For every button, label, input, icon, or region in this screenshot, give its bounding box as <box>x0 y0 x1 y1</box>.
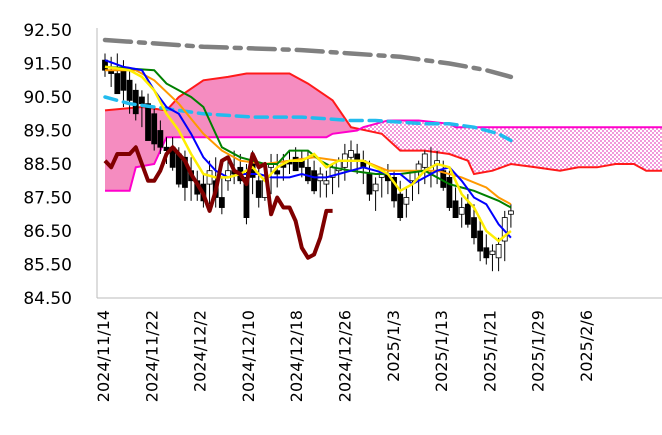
candle-body <box>421 153 428 168</box>
sma-very-long-line <box>102 37 514 80</box>
candle-body <box>397 193 404 218</box>
candle-body <box>182 156 188 188</box>
y-tick-label: 89.50 <box>23 122 72 142</box>
candle-body <box>274 170 281 175</box>
yellow-line <box>104 65 512 243</box>
candle-body <box>145 103 151 141</box>
x-tick-label: 2024/12/2 <box>191 310 210 392</box>
x-tick-label: 2024/12/10 <box>239 310 258 402</box>
candle-body <box>446 176 453 208</box>
y-tick-label: 88.50 <box>23 155 72 175</box>
candle-body <box>495 243 502 259</box>
axes <box>96 28 662 299</box>
y-tick-label: 92.50 <box>23 21 72 41</box>
x-tick-label: 2024/12/18 <box>287 310 306 402</box>
x-tick-label: 2025/1/13 <box>432 310 451 392</box>
x-tick-label: 2025/1/21 <box>480 310 499 392</box>
candle-body <box>391 176 397 202</box>
candle-body <box>292 156 299 172</box>
candle-body <box>507 210 514 215</box>
candle-body <box>323 180 330 185</box>
candle-body <box>403 197 410 205</box>
x-tick-label: 2025/1/29 <box>529 310 548 392</box>
candle-body <box>255 180 262 198</box>
x-tick-label: 2024/12/26 <box>336 310 355 402</box>
candle-body <box>126 79 133 101</box>
candle-body <box>218 197 225 208</box>
sma-short-line <box>105 69 512 206</box>
candle-body <box>157 130 164 148</box>
y-tick-label: 91.50 <box>23 55 72 75</box>
candle-body <box>415 163 422 172</box>
y-tick-label: 84.50 <box>23 289 72 309</box>
candlesticks <box>102 53 514 272</box>
candle-body <box>372 183 379 192</box>
candle-body <box>132 89 139 115</box>
candle-body <box>138 96 145 105</box>
candle-body <box>477 230 484 252</box>
x-tick-label: 2024/11/22 <box>142 310 161 402</box>
candle-body <box>452 200 459 219</box>
indicator-lines <box>102 37 514 260</box>
candle-body <box>305 166 311 182</box>
x-tick-label: 2025/1/3 <box>384 310 403 382</box>
y-tick-labels: 84.50 85.50 86.50 87.50 88.50 89.50 90.50 91.50… <box>23 21 72 309</box>
candle-body <box>151 113 158 145</box>
candle-body <box>114 73 121 95</box>
candle-body <box>458 207 465 215</box>
candle-body <box>471 217 477 239</box>
candle-body <box>311 170 318 192</box>
candle-body <box>348 150 354 158</box>
y-tick-label: 87.50 <box>23 189 72 209</box>
candle-body <box>483 247 490 259</box>
y-tick-label: 90.50 <box>23 88 72 108</box>
candle-body <box>464 203 471 225</box>
candle-body <box>120 69 127 91</box>
x-tick-labels: 2024/11/14 2024/11/22 2024/12/2 2024/12/10 2… <box>94 310 596 402</box>
y-tick-label: 86.50 <box>23 222 72 242</box>
y-tick-label: 85.50 <box>23 256 72 276</box>
candle-body <box>366 173 373 195</box>
cloud-fill-bearish <box>357 120 662 174</box>
chikou-span-line <box>103 145 333 260</box>
sma-long-line <box>103 95 513 143</box>
x-tick-label: 2024/11/14 <box>94 310 113 402</box>
x-tick-label: 2025/2/6 <box>577 310 596 382</box>
candle-body <box>489 250 496 255</box>
cloud-fill-bullish <box>105 73 358 191</box>
